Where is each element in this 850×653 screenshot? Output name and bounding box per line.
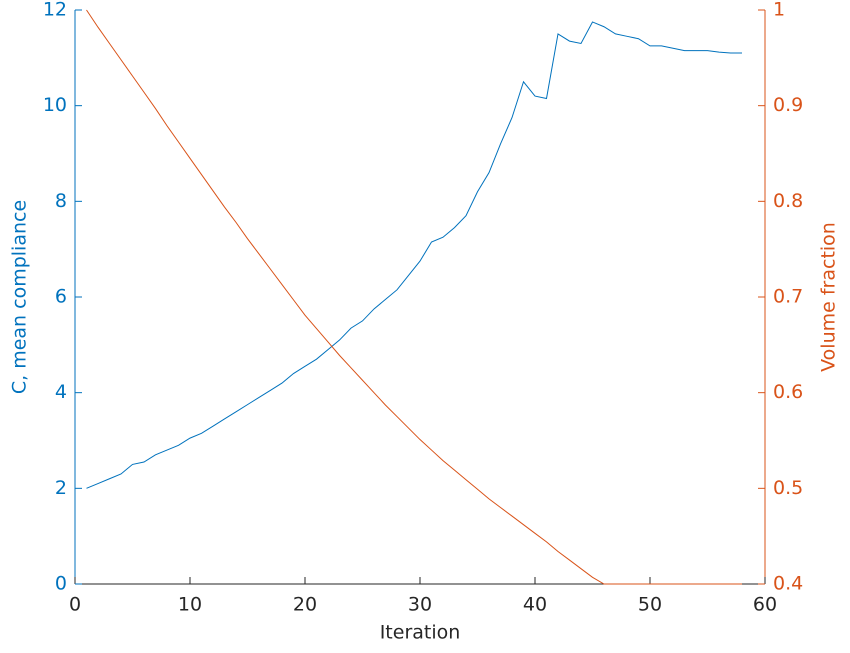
x-tick-label: 30 bbox=[408, 594, 432, 616]
y-tick-label: 2 bbox=[55, 477, 67, 499]
x-tick-label: 40 bbox=[523, 594, 547, 616]
y-tick-label: 12 bbox=[43, 0, 67, 21]
y-tick-label: 8 bbox=[55, 190, 67, 212]
y-tick-label: 4 bbox=[55, 381, 67, 403]
y-tick-label: 6 bbox=[55, 286, 67, 308]
y-tick-label: 10 bbox=[43, 94, 67, 116]
x-axis-label: Iteration bbox=[380, 622, 461, 644]
series-line bbox=[86, 9, 742, 585]
x-tick-label: 60 bbox=[753, 594, 777, 616]
y-axis-label: C, mean compliance bbox=[9, 200, 31, 394]
y2-axis-label: Volume fraction bbox=[818, 222, 840, 372]
y2-tick-label: 0.9 bbox=[773, 94, 803, 116]
series-line bbox=[86, 21, 742, 489]
y2-tick-label: 0.7 bbox=[773, 286, 803, 308]
y2-tick-label: 0.5 bbox=[773, 477, 803, 499]
y2-tick-label: 0.4 bbox=[773, 573, 803, 595]
x-tick-label: 50 bbox=[638, 594, 662, 616]
y-tick-label: 0 bbox=[55, 573, 67, 595]
y2-tick-label: 1 bbox=[773, 0, 785, 21]
y2-tick-label: 0.8 bbox=[773, 190, 803, 212]
x-tick-label: 20 bbox=[293, 594, 317, 616]
y2-tick-label: 0.6 bbox=[773, 381, 803, 403]
x-tick-label: 10 bbox=[178, 594, 202, 616]
x-tick-label: 0 bbox=[69, 594, 81, 616]
